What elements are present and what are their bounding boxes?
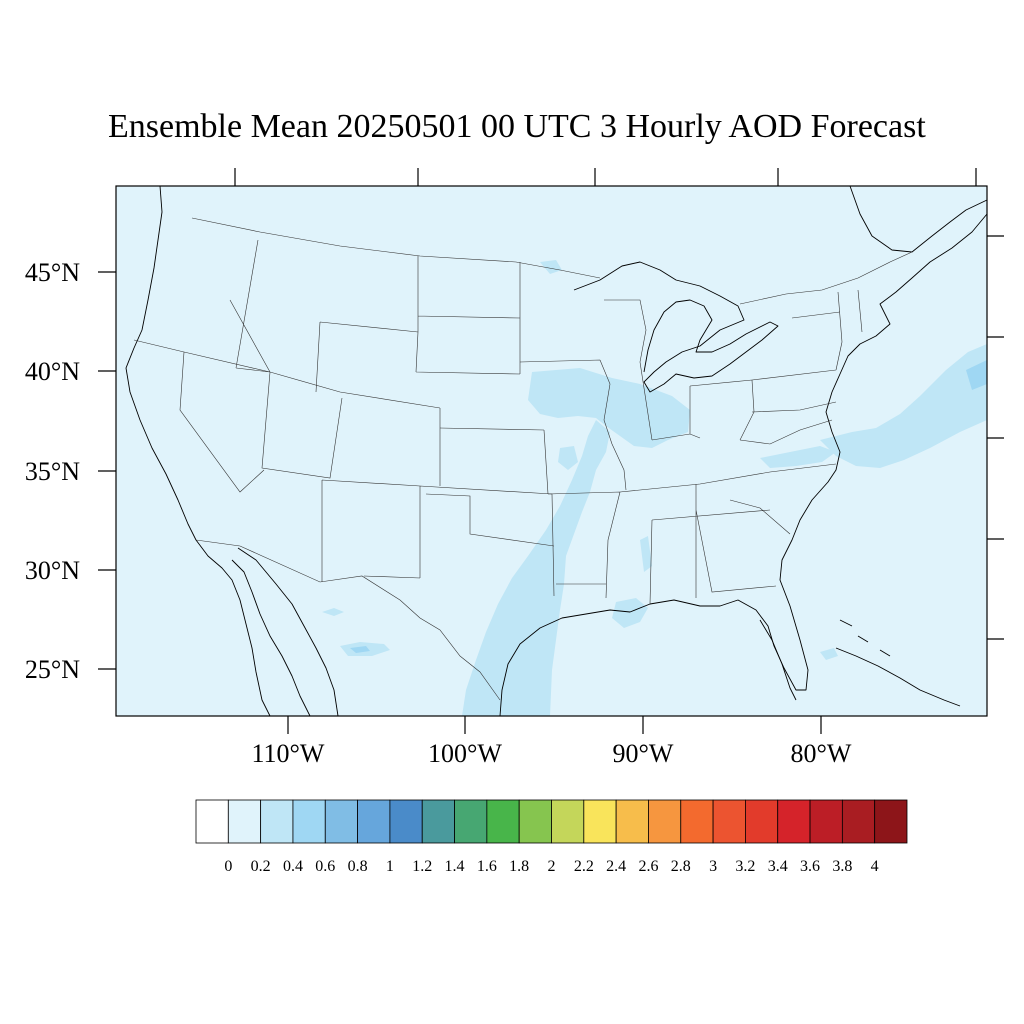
mexico-pacific-coast	[237, 547, 339, 717]
colorbar-swatch	[324, 799, 358, 844]
colorbar-label: 3.6	[800, 858, 820, 875]
cuba-coast	[835, 647, 961, 707]
colorbar-label: 2	[548, 858, 556, 875]
colorbar-label: 0.8	[348, 858, 368, 875]
colorbar-swatch	[583, 799, 617, 844]
map-title: Ensemble Mean 20250501 00 UTC 3 Hourly A…	[108, 108, 926, 145]
aod-plume-midwest	[528, 368, 690, 448]
colorbar-label: 1.4	[445, 858, 465, 875]
lat-label: 40°N	[25, 357, 80, 386]
colorbar-swatch	[389, 799, 423, 844]
colorbar-label: 1	[386, 858, 394, 875]
colorbar-swatch	[260, 799, 294, 844]
lon-label: 100°W	[428, 739, 502, 768]
colorbar-labels: 0 0.2 0.4 0.6 0.8 1 1.2 1.4 1.6 1.8 2 2.2 2.4 2.6 2.8 3…	[224, 858, 878, 875]
pacific-coastline	[125, 185, 271, 717]
colorbar-label: 0.4	[283, 858, 303, 875]
florida-keys	[759, 619, 797, 701]
colorbar-swatch	[874, 799, 908, 844]
state-lines-central	[439, 299, 755, 599]
aod-patch-gulf	[612, 598, 648, 628]
aod-patch-baja	[322, 608, 344, 616]
colorbar-swatch	[712, 799, 746, 844]
colorbar-label: 2.6	[638, 858, 658, 875]
colorbar-label: 3.8	[832, 858, 852, 875]
aod-patch-caribbean	[820, 648, 838, 660]
lon-label: 110°W	[252, 739, 325, 768]
colorbar-label: 0	[224, 858, 232, 875]
colorbar-label: 2.8	[671, 858, 691, 875]
colorbar-label: 2.2	[574, 858, 594, 875]
colorbar-label: 3	[709, 858, 717, 875]
state-lines-east	[619, 289, 863, 605]
baja-east-coast	[231, 559, 311, 717]
lon-label: 90°W	[613, 739, 674, 768]
aod-patch-lake-michigan	[540, 260, 562, 274]
state-lines-west	[133, 239, 555, 597]
aod-shading-high	[350, 360, 987, 653]
colorbar-swatch	[518, 799, 552, 844]
colorbar-swatch	[454, 799, 488, 844]
lat-label: 30°N	[25, 556, 80, 585]
colorbar-swatch	[551, 799, 585, 844]
us-canada-border	[191, 217, 913, 305]
colorbar-swatch	[421, 799, 455, 844]
colorbar-label: 0.2	[251, 858, 271, 875]
map-frame	[115, 185, 988, 717]
aod-band-carolina	[760, 446, 836, 468]
axis-ticks	[98, 168, 1004, 734]
colorbar-swatch	[680, 799, 714, 844]
colorbar-label: 3.2	[735, 858, 755, 875]
colorbar-swatch	[357, 799, 391, 844]
great-lakes-shore	[573, 261, 779, 393]
colorbar-label: 3.4	[768, 858, 788, 875]
aod-plume-atlantic	[820, 344, 987, 468]
colorbar-label: 1.8	[509, 858, 529, 875]
colorbar-swatch	[615, 799, 649, 844]
aod-plume-south-central	[462, 420, 610, 716]
colorbar-swatch	[227, 799, 262, 844]
bahamas	[839, 619, 891, 657]
colorbar-swatch	[195, 799, 229, 844]
colorbar-swatch	[777, 799, 811, 844]
lat-label: 35°N	[25, 457, 80, 486]
colorbar-label: 1.2	[412, 858, 432, 875]
colorbar-label: 4	[871, 858, 879, 875]
colorbar-swatch	[745, 799, 779, 844]
aod-patch-mexico-high	[350, 646, 370, 653]
aod-patch-texas	[558, 446, 578, 470]
aod-patch-atlantic-high	[966, 360, 987, 390]
us-mexico-border	[195, 539, 501, 701]
lat-label: 25°N	[25, 655, 80, 684]
colorbar-label: 2.4	[606, 858, 626, 875]
colorbar-swatch	[648, 799, 682, 844]
latitude-labels: 45°N 40°N 35°N 30°N 25°N	[25, 258, 80, 684]
state-boundaries	[133, 217, 913, 701]
colorbar-label: 1.6	[477, 858, 497, 875]
gulf-coastline	[499, 213, 988, 717]
longitude-labels: 110°W 100°W 90°W 80°W	[252, 739, 852, 768]
aod-patch-mississippi	[640, 536, 652, 572]
colorbar-swatch	[841, 799, 876, 844]
lat-label: 45°N	[25, 258, 80, 287]
colorbar-swatch	[292, 799, 326, 844]
lon-label: 80°W	[791, 739, 852, 768]
colorbar	[195, 799, 908, 844]
colorbar-swatch	[486, 799, 520, 844]
colorbar-label: 0.6	[315, 858, 335, 875]
map-panel	[115, 185, 988, 717]
colorbar-swatch	[809, 799, 843, 844]
